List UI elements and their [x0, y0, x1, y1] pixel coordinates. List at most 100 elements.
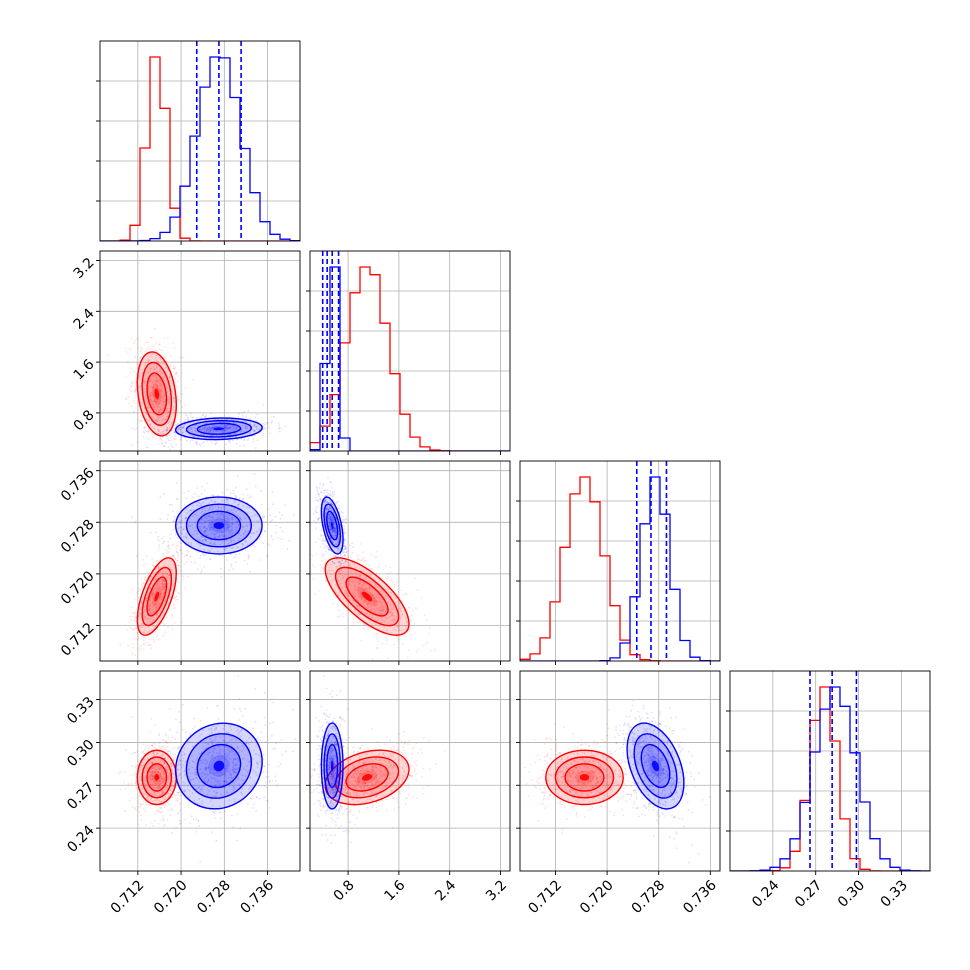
sample-point [222, 531, 224, 534]
sample-point [178, 592, 181, 595]
sample-point [319, 498, 322, 500]
sample-point [209, 558, 211, 560]
sample-point [177, 591, 180, 594]
sample-point [149, 597, 152, 600]
sample-point [385, 637, 388, 639]
sample-point [204, 529, 206, 532]
sample-point [394, 601, 397, 604]
sample-point [151, 771, 154, 774]
sample-point [162, 612, 165, 615]
sample-point [175, 424, 178, 426]
sample-point [147, 360, 150, 363]
sample-point [229, 433, 232, 436]
sample-point [135, 786, 138, 789]
sample-point [341, 571, 344, 574]
sample-point [329, 575, 332, 577]
sample-point [162, 583, 165, 586]
sample-point [319, 497, 321, 500]
sample-point [162, 579, 165, 581]
sample-point [223, 520, 226, 522]
sample-point [326, 489, 329, 491]
sample-point [148, 603, 151, 606]
sample-point [159, 402, 161, 405]
sample-point [230, 728, 233, 731]
sample-point [175, 826, 178, 829]
sample-point [183, 555, 186, 558]
sample-point [406, 620, 409, 622]
sample-point [329, 517, 332, 520]
sample-point [153, 767, 156, 769]
sample-point [191, 527, 194, 529]
sample-point [157, 418, 160, 420]
sample-point [169, 429, 171, 432]
sample-point [332, 522, 335, 524]
sample-point [329, 493, 332, 496]
sample-point [169, 808, 172, 811]
sample-point [152, 619, 155, 621]
sample-point [172, 754, 175, 756]
sample-point [151, 744, 154, 747]
sample-point [253, 424, 256, 426]
sample-point [320, 566, 323, 569]
sample-point [153, 364, 156, 366]
sample-point [248, 496, 251, 499]
sample-point [201, 428, 204, 430]
sample-point [191, 416, 194, 419]
sample-point [277, 422, 280, 424]
sample-point [158, 430, 160, 433]
sample-point [379, 601, 382, 604]
sample-point [162, 579, 165, 581]
sample-point [254, 546, 256, 548]
sample-point [174, 596, 176, 598]
sample-point [161, 811, 164, 813]
sample-point [214, 795, 217, 798]
sample-point [172, 554, 175, 557]
sample-point [138, 377, 140, 380]
sample-point [150, 613, 153, 616]
sample-point [225, 498, 228, 501]
sample-point [227, 532, 230, 534]
sample-point [247, 553, 250, 555]
sample-point [154, 609, 157, 612]
sample-point [196, 532, 199, 535]
sample-point [149, 762, 152, 765]
sample-point [244, 530, 247, 533]
sample-point [168, 420, 171, 423]
sample-point [166, 429, 169, 431]
sample-point [154, 780, 157, 783]
sample-point [144, 629, 146, 631]
sample-point [153, 427, 156, 430]
panel-frame [99, 250, 301, 452]
sample-point [314, 593, 316, 595]
sample-point [397, 625, 400, 628]
sample-point [141, 599, 143, 602]
sample-point [210, 539, 213, 542]
sample-point [205, 428, 208, 431]
sample-point [333, 562, 336, 565]
density-red [136, 749, 178, 806]
sample-point [130, 386, 133, 388]
sample-point [199, 557, 201, 559]
sample-point [226, 424, 229, 426]
panel-content [310, 251, 510, 451]
sample-point [162, 791, 165, 794]
sample-point [153, 589, 156, 591]
sample-point [135, 627, 138, 629]
sample-point [166, 429, 169, 432]
sample-point [216, 516, 219, 519]
sample-point [161, 570, 164, 573]
sample-point [169, 750, 172, 752]
sample-point [168, 434, 171, 437]
sample-point [171, 628, 174, 630]
sample-point [380, 606, 382, 609]
sample-point [153, 368, 156, 371]
sample-point [237, 416, 240, 418]
sample-point [171, 435, 173, 438]
sample-point [156, 433, 159, 435]
sample-point [194, 561, 197, 564]
sample-point [179, 421, 182, 424]
density-blue [174, 496, 263, 555]
sample-point [222, 551, 225, 554]
sample-point [362, 627, 365, 629]
sample-point [163, 825, 165, 827]
